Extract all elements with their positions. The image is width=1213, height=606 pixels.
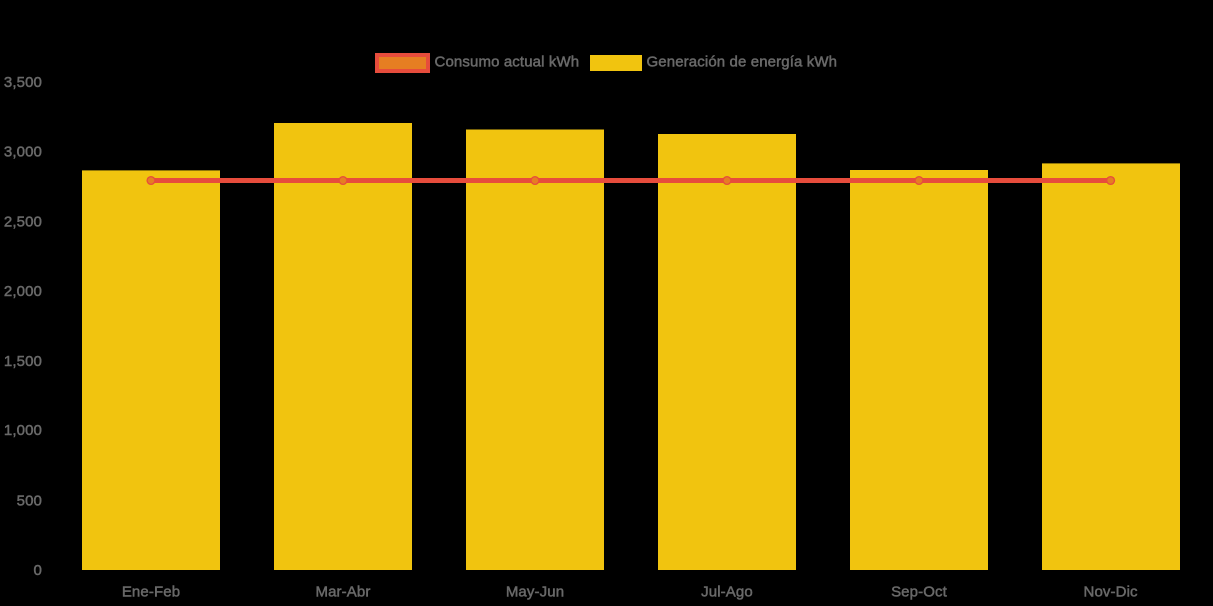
svg-text:3,500: 3,500: [4, 74, 42, 91]
svg-text:0: 0: [34, 562, 42, 579]
svg-text:2,500: 2,500: [4, 213, 42, 230]
svg-text:1,500: 1,500: [4, 353, 42, 370]
svg-text:Jul-Ago: Jul-Ago: [701, 584, 753, 601]
svg-text:Sep-Oct: Sep-Oct: [891, 584, 948, 601]
svg-text:Nov-Dic: Nov-Dic: [1084, 584, 1139, 601]
svg-text:3,000: 3,000: [4, 144, 42, 161]
svg-text:Mar-Abr: Mar-Abr: [315, 584, 370, 601]
svg-text:May-Jun: May-Jun: [506, 584, 564, 601]
svg-text:500: 500: [17, 492, 42, 509]
svg-text:1,000: 1,000: [4, 422, 42, 439]
svg-text:Generación de energía kWh: Generación de energía kWh: [647, 54, 838, 71]
svg-text:2,000: 2,000: [4, 283, 42, 300]
svg-text:Ene-Feb: Ene-Feb: [122, 584, 180, 601]
svg-text:Consumo actual kWh: Consumo actual kWh: [435, 54, 580, 71]
